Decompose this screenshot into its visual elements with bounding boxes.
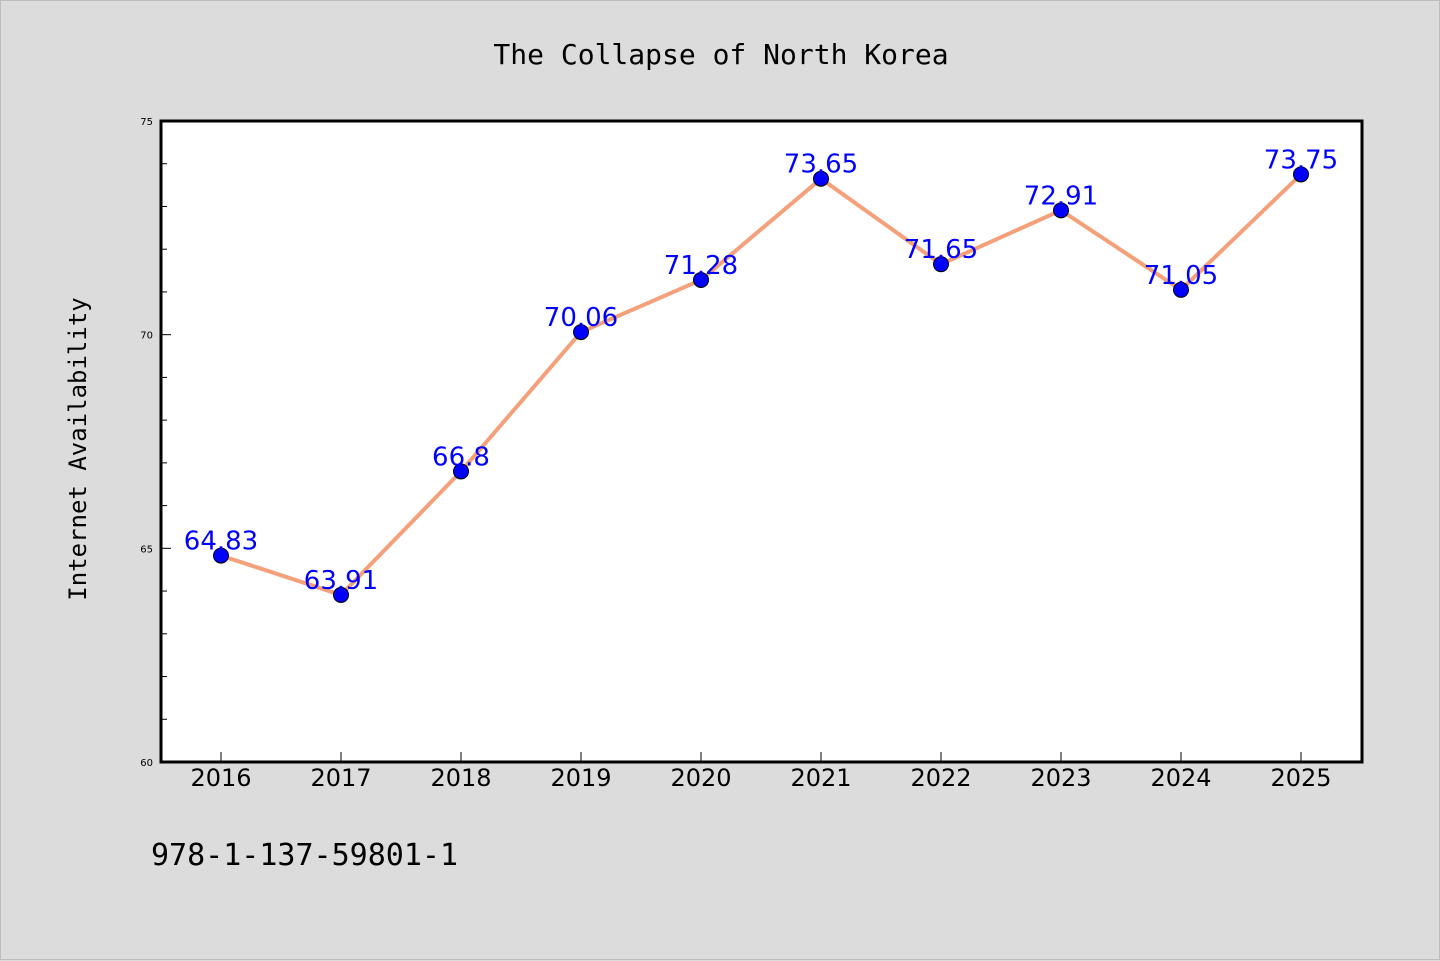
data-label: 71.05 bbox=[1144, 261, 1218, 291]
data-point bbox=[1053, 202, 1069, 219]
data-point bbox=[213, 547, 229, 564]
data-labels: 64.83 63.91 66.8 70.06 71.28 73.65 71.65 72.91 7… bbox=[184, 145, 1338, 595]
x-axis-ticks: 2016 2017 2018 2019 2020 2021 2022 2023 2024 2025 bbox=[190, 752, 1332, 792]
y-tick-label: 70 bbox=[140, 331, 153, 342]
data-point bbox=[813, 170, 829, 187]
data-point bbox=[573, 324, 589, 341]
series-line-group bbox=[220, 172, 1303, 597]
y-axis-ticks: 60 65 70 75 bbox=[140, 117, 171, 769]
data-point bbox=[933, 256, 949, 273]
x-tick-label: 2017 bbox=[310, 764, 371, 792]
data-point bbox=[1173, 281, 1189, 298]
data-point bbox=[333, 586, 349, 603]
x-tick-label: 2024 bbox=[1150, 764, 1211, 792]
data-label: 63.91 bbox=[304, 566, 378, 596]
x-tick-label: 2023 bbox=[1030, 764, 1091, 792]
x-tick-label: 2020 bbox=[670, 764, 731, 792]
series-line bbox=[220, 172, 1303, 597]
data-label: 73.75 bbox=[1264, 145, 1338, 175]
data-point bbox=[693, 271, 709, 288]
data-point bbox=[1293, 166, 1309, 183]
plot-area bbox=[159, 119, 1364, 764]
chart-title: The Collapse of North Korea bbox=[493, 38, 948, 71]
x-tick-label: 2021 bbox=[790, 764, 851, 792]
isbn-footer: 978-1-137-59801-1 bbox=[151, 838, 458, 873]
y-tick-label: 60 bbox=[140, 758, 153, 769]
data-label: 71.65 bbox=[904, 235, 978, 265]
data-label: 73.65 bbox=[784, 150, 858, 180]
data-label: 66.8 bbox=[432, 442, 490, 472]
y-tick-label: 65 bbox=[140, 544, 153, 555]
data-label: 72.91 bbox=[1024, 181, 1098, 211]
data-label: 70.06 bbox=[544, 303, 618, 333]
data-markers bbox=[213, 166, 1309, 603]
x-tick-label: 2022 bbox=[910, 764, 971, 792]
x-tick-label: 2025 bbox=[1270, 764, 1331, 792]
x-tick-label: 2016 bbox=[190, 764, 251, 792]
data-label: 71.28 bbox=[664, 251, 738, 281]
y-axis-label: Internet Availability bbox=[64, 297, 92, 600]
x-tick-label: 2018 bbox=[430, 764, 491, 792]
y-tick-label: 75 bbox=[140, 117, 153, 128]
x-tick-label: 2019 bbox=[550, 764, 611, 792]
data-label: 64.83 bbox=[184, 527, 258, 557]
data-point bbox=[453, 463, 469, 480]
